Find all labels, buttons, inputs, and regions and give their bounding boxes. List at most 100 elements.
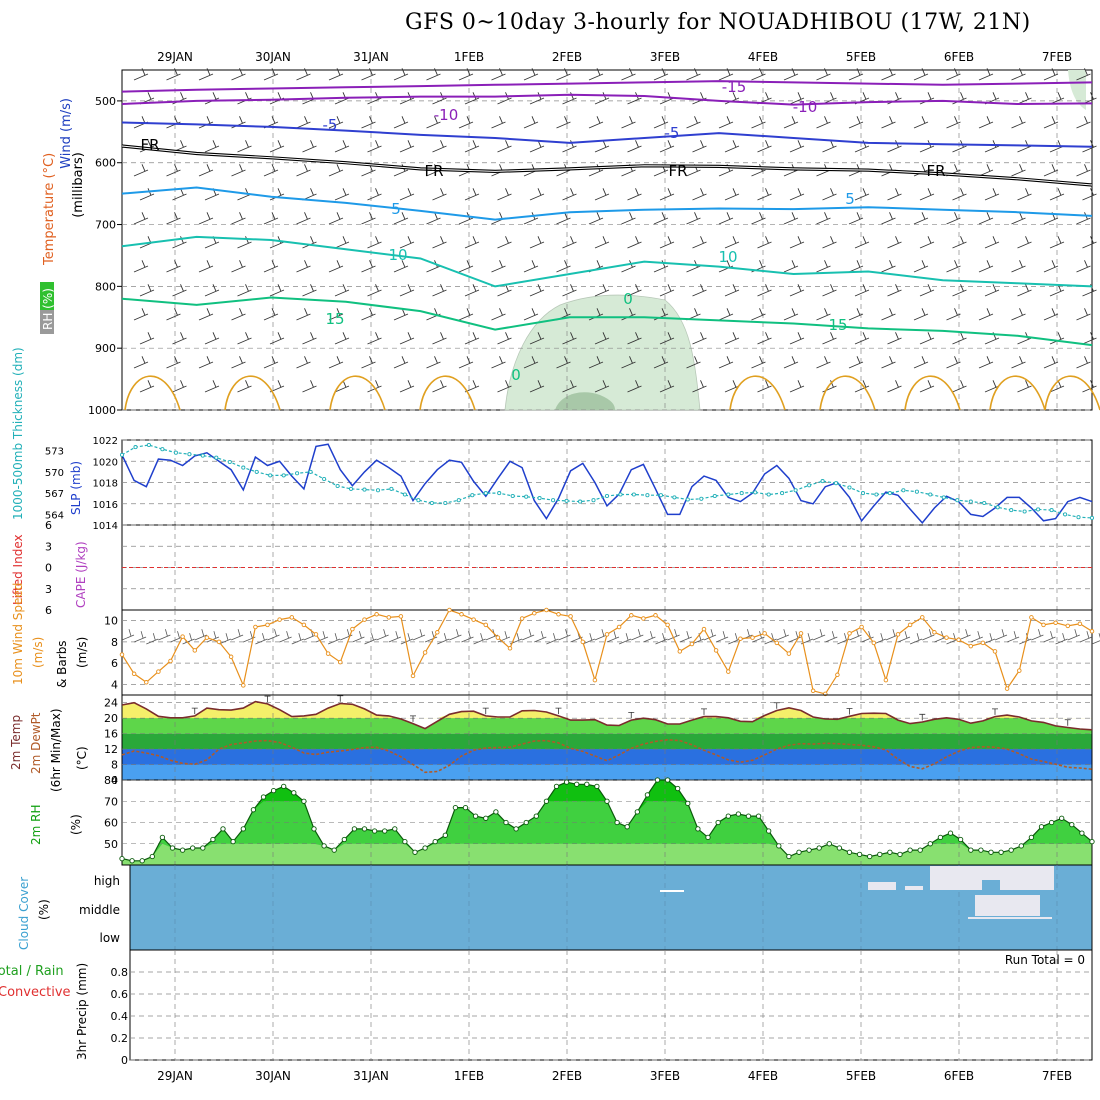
rh-marker: [220, 826, 226, 832]
wind-barb: [399, 140, 415, 153]
wind-barb: [848, 308, 864, 321]
thickness-marker: [699, 496, 704, 501]
wind-barb: [984, 236, 1000, 249]
warm-contour: [224, 375, 281, 411]
cloud-unit-label: (%): [37, 899, 51, 920]
thickness-marker: [160, 447, 165, 452]
wind-barb: [686, 116, 701, 129]
wind-barb: [994, 629, 1008, 641]
wind-barb: [361, 212, 376, 225]
wind-barb: [757, 380, 772, 393]
wind-barb: [437, 633, 450, 645]
wind-speed-marker: [992, 649, 998, 654]
wind-barb: [848, 212, 864, 225]
rh-marker: [887, 849, 893, 855]
wind-barb: [913, 260, 929, 273]
rh-marker: [1079, 830, 1085, 836]
wind-barb: [978, 260, 994, 273]
thickness-marker: [295, 471, 300, 476]
wind-barb: [523, 68, 539, 81]
wind-barb: [296, 308, 311, 321]
wind-speed-marker: [507, 646, 513, 651]
wind-barb: [854, 188, 870, 201]
wind-barb: [812, 629, 826, 641]
wind-barb: [255, 633, 268, 645]
rh-marker: [867, 853, 873, 860]
wind-speed-marker: [798, 631, 804, 636]
precip-run-total: Run Total = 0: [1005, 953, 1085, 967]
thickness-marker: [941, 495, 946, 500]
thickness-marker: [995, 505, 1000, 510]
rh-marker: [1048, 819, 1055, 826]
wind-speed-marker: [713, 648, 719, 653]
wind-barb: [133, 212, 149, 225]
wind-barb: [315, 631, 329, 643]
wind-barb: [854, 284, 870, 297]
wind-barb: [204, 140, 220, 153]
date-label-bottom: 7FEB: [1042, 1069, 1072, 1083]
wind-barb: [334, 284, 350, 297]
wind-barb: [1079, 631, 1093, 643]
rh-tick-label: 70: [104, 795, 118, 808]
warm-contour: [329, 375, 386, 411]
wind-barb: [627, 284, 642, 297]
wind-barb: [133, 308, 149, 321]
rh-marker: [735, 811, 742, 817]
li-tick-label: 3: [45, 540, 52, 553]
wind-barb: [621, 68, 636, 81]
date-label-bottom: 1FEB: [454, 1069, 484, 1083]
wind-barb: [655, 633, 668, 645]
wind-barb: [1082, 380, 1097, 393]
wind-barb: [1082, 332, 1097, 345]
wind-speed-marker: [871, 640, 877, 646]
date-label-top: 5FEB: [846, 50, 876, 64]
wind-barb: [558, 629, 571, 641]
rh-marker: [230, 838, 236, 845]
wind-barb: [692, 284, 707, 297]
wind-barb: [789, 236, 805, 249]
wind-barb: [783, 68, 799, 81]
wind-speed-marker: [580, 639, 586, 645]
wind-barb: [432, 236, 447, 249]
wind-barb: [631, 629, 644, 641]
wind-barb: [328, 308, 344, 321]
wind-barb: [263, 68, 279, 81]
precip-tick-label: 0: [121, 1054, 128, 1067]
wind-speed-marker: [786, 651, 792, 656]
wind-barb: [627, 380, 642, 393]
rh-marker: [553, 783, 560, 790]
wind-barb: [887, 380, 902, 393]
thickness-marker: [914, 489, 919, 494]
wind-barb: [556, 68, 571, 81]
thickness-marker: [928, 492, 933, 497]
wind-barb: [1017, 284, 1032, 297]
wind-barb: [291, 633, 304, 645]
wind-barb: [757, 188, 772, 201]
rh-marker: [766, 828, 772, 834]
wind-barb: [724, 332, 740, 345]
wind-barb: [399, 380, 415, 393]
pressure-axis-label: (millibars): [71, 152, 86, 218]
wind-barb: [121, 629, 135, 641]
precip-tick-label: 0.2: [111, 1032, 129, 1045]
wind-barb: [231, 356, 246, 369]
rh-marker: [1089, 838, 1095, 845]
thickness-marker: [146, 442, 151, 448]
wind-barb: [653, 116, 669, 129]
wind-speed-marker: [641, 616, 646, 621]
minmax-whisker: [919, 713, 926, 721]
wind-barb: [464, 284, 480, 297]
wind-barb: [269, 140, 285, 153]
wind-barb: [783, 260, 799, 273]
wind-barb: [464, 332, 480, 345]
wind-barb: [432, 284, 447, 297]
thickness-marker: [874, 492, 879, 497]
wind-barb: [367, 188, 382, 201]
wind-barb: [458, 68, 474, 81]
wind-barb: [627, 332, 642, 345]
thickness-tick-label: 567: [45, 489, 64, 500]
wind-barb: [627, 188, 642, 201]
wind-speed-marker: [410, 673, 416, 679]
rh-marker: [351, 826, 358, 832]
wind-barb: [562, 284, 577, 297]
